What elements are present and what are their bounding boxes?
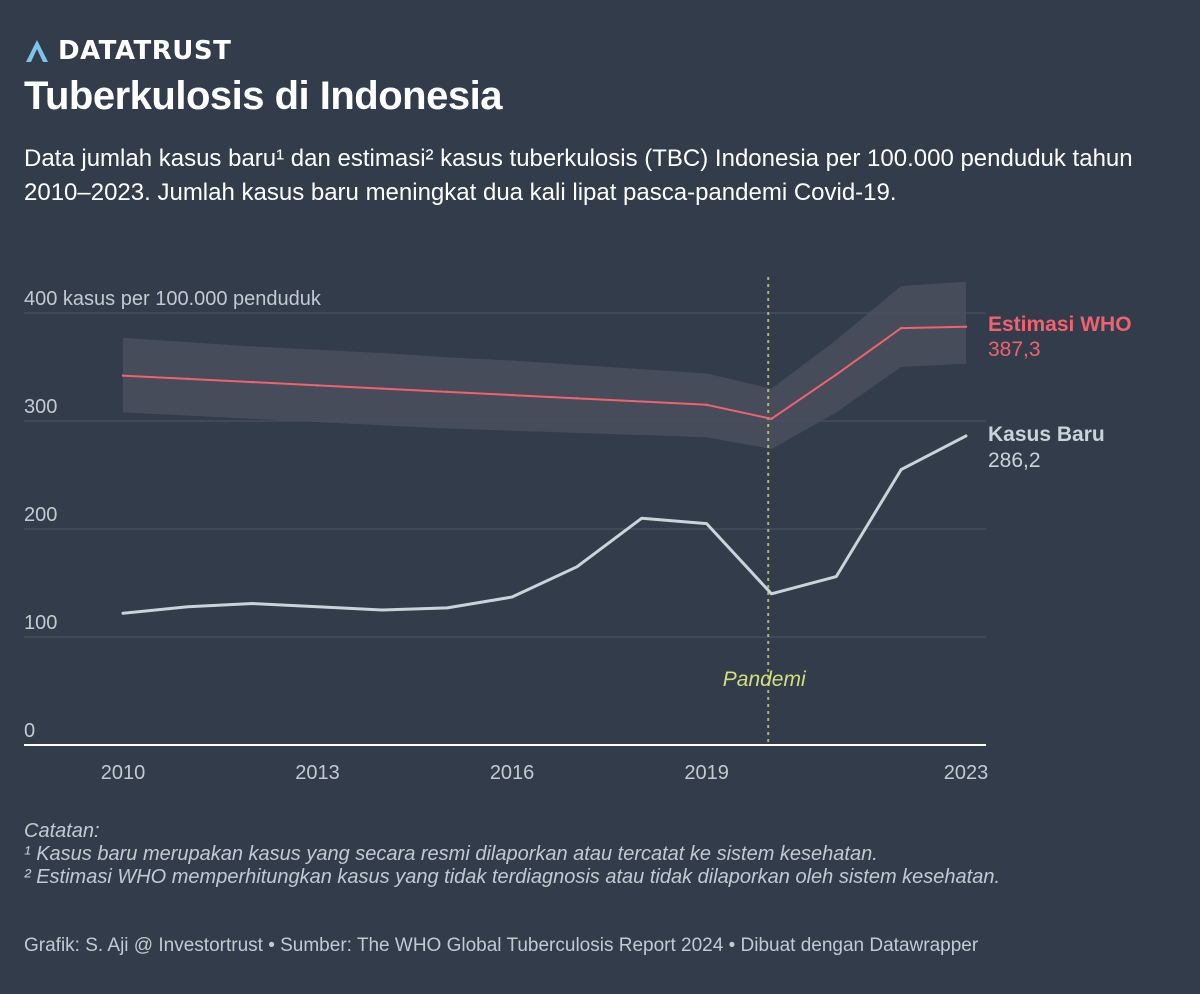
- data-point-0-2017: [575, 397, 579, 400]
- confidence-bands: [123, 281, 966, 450]
- note-2: ² Estimasi WHO memperhitungkan kasus yan…: [24, 866, 1001, 888]
- y-tick-label-300: 300: [24, 396, 57, 418]
- series-label-0: Estimasi WHO: [988, 313, 1132, 336]
- data-point-1-2013: [316, 605, 319, 608]
- series-value-1: 286,2: [988, 449, 1041, 472]
- annotation-layer: Pandemi: [723, 277, 807, 745]
- uncertainty-band-0: [123, 281, 966, 450]
- data-point-1-2020: [770, 592, 773, 595]
- data-point-0-2022: [899, 326, 903, 330]
- data-point-1-2023: [964, 434, 968, 438]
- series-label-1: Kasus Baru: [988, 423, 1105, 446]
- x-tick-label-2010: 2010: [101, 762, 146, 784]
- data-point-0-2012: [251, 380, 254, 384]
- data-point-0-2021: [835, 373, 838, 376]
- data-point-0-2010: [121, 374, 125, 377]
- x-tick-label-2013: 2013: [295, 762, 340, 784]
- y-tick-label-0: 0: [24, 720, 35, 742]
- data-point-0-2015: [446, 390, 449, 394]
- data-point-1-2022: [899, 468, 903, 471]
- notes-heading: Catatan:: [24, 820, 100, 842]
- brand: DATATRUST: [24, 36, 231, 66]
- note-1: ¹ Kasus baru merupakan kasus yang secara…: [24, 843, 878, 865]
- chart-subtitle: Data jumlah kasus baru¹ dan estimasi² ka…: [24, 145, 1133, 206]
- data-point-1-2018: [640, 517, 643, 520]
- notes: Catatan: ¹ Kasus baru merupakan kasus ya…: [24, 820, 1104, 889]
- data-point-0-2011: [186, 377, 190, 381]
- y-tick-label-100: 100: [24, 612, 57, 634]
- y-tick-label-200: 200: [24, 504, 57, 526]
- data-point-0-2023: [964, 325, 968, 328]
- data-point-0-2016: [510, 393, 514, 397]
- page-title: Tuberkulosis di Indonesia: [24, 74, 502, 118]
- x-tick-label-2016: 2016: [490, 762, 535, 784]
- series-lines: [121, 325, 968, 615]
- x-tick-label-2023: 2023: [944, 762, 989, 784]
- axes: 0 100 200 300 400 kasus per 100.000 penduduk…: [24, 288, 988, 784]
- line-chart: Pandemi 0 100 200 300 400 kasus per 100.000 …: [24, 277, 1132, 784]
- y-tick-label-400: 400 kasus per 100.000 penduduk: [24, 288, 322, 310]
- data-point-1-2011: [186, 605, 190, 608]
- series-value-0: 387,3: [988, 338, 1041, 361]
- data-point-1-2017: [575, 565, 579, 568]
- data-point-1-2019: [705, 522, 708, 525]
- x-tick-label-2019: 2019: [684, 762, 729, 784]
- datatrust-logo-icon: [26, 40, 48, 62]
- data-point-1-2016: [510, 595, 514, 599]
- brand-name: DATATRUST: [58, 36, 232, 66]
- series-line-0: [122, 325, 967, 420]
- pandemic-label: Pandemi: [723, 668, 807, 691]
- data-point-1-2014: [381, 608, 384, 612]
- data-point-1-2012: [251, 602, 254, 605]
- series-line-1: [121, 434, 968, 615]
- data-point-1-2021: [835, 575, 838, 578]
- data-point-0-2014: [381, 387, 384, 390]
- data-point-0-2020: [770, 417, 773, 421]
- footer-credits: Grafik: S. Aji @ Investortrust • Sumber:…: [24, 935, 979, 956]
- data-point-0-2013: [316, 384, 319, 387]
- data-point-1-2010: [121, 612, 125, 615]
- data-point-1-2015: [446, 606, 449, 610]
- data-point-0-2018: [640, 400, 643, 403]
- data-point-0-2019: [705, 403, 708, 406]
